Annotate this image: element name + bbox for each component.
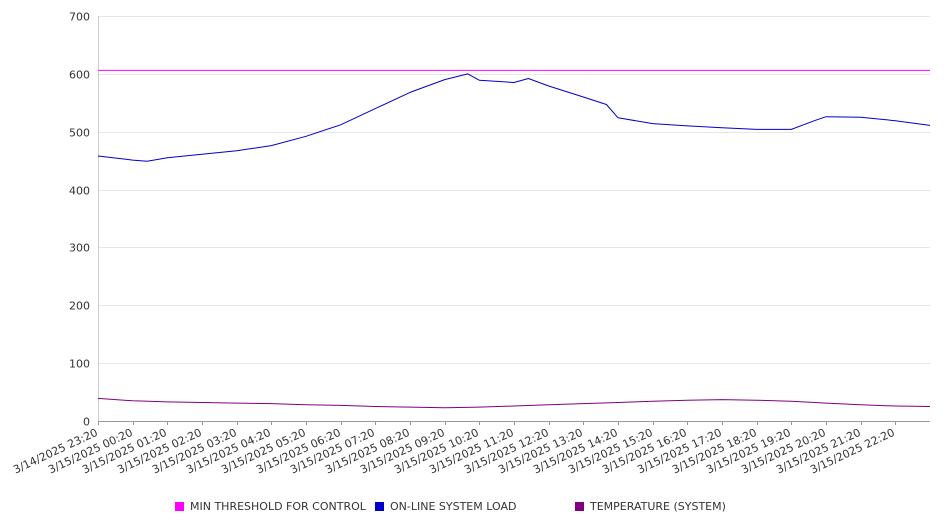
y-axis-tick-labels: 0 100 200 300 400 500 600 700: [69, 11, 90, 429]
legend-item[interactable]: MIN THRESHOLD FOR CONTROL: [175, 498, 366, 514]
y-tick-label: 100: [69, 358, 90, 371]
y-tick-label: 600: [69, 69, 90, 82]
legend-label: ON-LINE SYSTEM LOAD: [390, 499, 517, 513]
legend-item[interactable]: ON-LINE SYSTEM LOAD: [375, 498, 516, 514]
y-tick-label: 200: [69, 300, 90, 313]
legend-swatch: [575, 501, 584, 511]
legend-item[interactable]: TEMPERATURE (SYSTEM): [575, 498, 726, 514]
legend-label: TEMPERATURE (SYSTEM): [590, 499, 726, 513]
legend-label: MIN THRESHOLD FOR CONTROL: [190, 499, 366, 513]
axes: [98, 16, 930, 425]
y-tick-label: 400: [69, 185, 90, 198]
y-tick-label: 500: [69, 127, 90, 140]
series-line-on-line-system-load: [97, 73, 931, 162]
chart-legend: MIN THRESHOLD FOR CONTROL ON-LINE SYSTEM …: [0, 498, 946, 514]
legend-swatch: [375, 501, 384, 511]
y-tick-label: 0: [83, 416, 90, 429]
x-axis-tick-labels: 3/14/2025 23:203/15/2025 00:203/15/2025 …: [11, 426, 897, 476]
series-line-temperature-system: [97, 397, 931, 409]
y-tick-label: 300: [69, 242, 90, 255]
legend-swatch: [175, 501, 184, 511]
grid-lines: [98, 16, 930, 364]
series-lines: [97, 69, 931, 409]
y-tick-label: 700: [69, 11, 90, 24]
